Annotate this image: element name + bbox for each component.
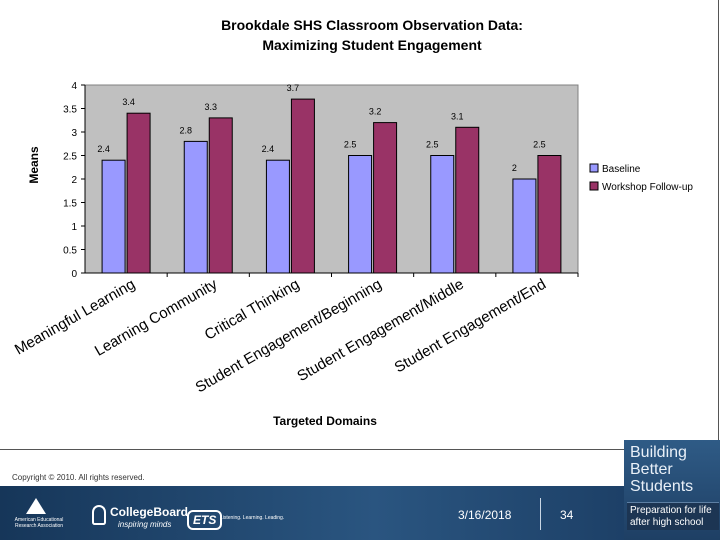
x-axis-label: Targeted Domains — [273, 414, 377, 428]
bar — [348, 155, 373, 274]
aera-logo-text: American Educational Research Associatio… — [14, 517, 64, 529]
bar — [373, 122, 398, 274]
bar-value-label: 2.4 — [97, 144, 110, 154]
plot-area — [84, 84, 579, 274]
y-tick-label: 2 — [71, 175, 77, 186]
chart-title-line: Maximizing Student Engagement — [262, 37, 482, 53]
slide-page-number: 34 — [560, 508, 574, 522]
bar — [455, 126, 480, 274]
bar-value-label: 2.4 — [262, 144, 275, 154]
collegeboard-tagline: inspiring minds — [118, 520, 172, 529]
collegeboard-acorn-icon — [92, 505, 106, 525]
y-axis-label: Means — [27, 146, 41, 184]
chart-title-line: Brookdale SHS Classroom Observation Data… — [221, 17, 523, 33]
footer-divider — [540, 498, 541, 530]
y-tick-label: 3 — [71, 128, 77, 139]
bar-value-label: 2.5 — [426, 140, 439, 150]
legend-label: Workshop Follow-up — [602, 182, 693, 193]
bar — [290, 98, 315, 274]
bar — [183, 140, 208, 274]
y-tick-label: 4 — [71, 81, 77, 92]
bar-value-label: 3.4 — [122, 97, 135, 107]
y-tick-label: 0.5 — [63, 246, 77, 257]
ets-logo: ETS — [187, 510, 223, 530]
y-tick-label: 3.5 — [63, 105, 77, 116]
bar — [512, 178, 537, 274]
bar-value-label: 3.2 — [369, 107, 382, 117]
bar — [537, 155, 562, 274]
y-tick-label: 1.5 — [63, 199, 77, 210]
aera-logo-icon — [26, 498, 46, 514]
slide-date: 3/16/2018 — [458, 508, 512, 522]
bar-value-label: 2.5 — [533, 140, 546, 150]
y-tick-label: 0 — [71, 269, 77, 280]
bar-value-label: 2.8 — [179, 125, 192, 135]
bar — [265, 159, 290, 274]
x-category-label: Student Engagement/End — [392, 276, 549, 377]
y-tick-label: 2.5 — [63, 152, 77, 163]
legend-label: Baseline — [602, 164, 641, 175]
bar — [101, 159, 126, 274]
chart-frame: Brookdale SHS Classroom Observation Data… — [0, 0, 719, 450]
copyright-text: Copyright © 2010. All rights reserved. — [12, 473, 145, 482]
bar-value-label: 2 — [512, 163, 517, 173]
bar-chart: Brookdale SHS Classroom Observation Data… — [12, 17, 694, 428]
collegeboard-logo: CollegeBoard — [110, 505, 189, 519]
bar-value-label: 3.1 — [451, 111, 464, 121]
bar — [208, 117, 233, 274]
bar-value-label: 2.5 — [344, 140, 357, 150]
bar — [430, 155, 455, 274]
legend-swatch — [589, 163, 599, 173]
bar-value-label: 3.3 — [204, 102, 217, 112]
legend-swatch — [589, 181, 599, 191]
y-tick-label: 1 — [71, 222, 77, 233]
bar-value-label: 3.7 — [287, 83, 300, 93]
brand-title: Building Better Students — [630, 444, 694, 495]
brand-subtitle: Preparation for life after high school — [627, 502, 719, 530]
ets-tagline: Listening. Learning. Leading. — [220, 515, 285, 521]
bar — [126, 112, 151, 274]
